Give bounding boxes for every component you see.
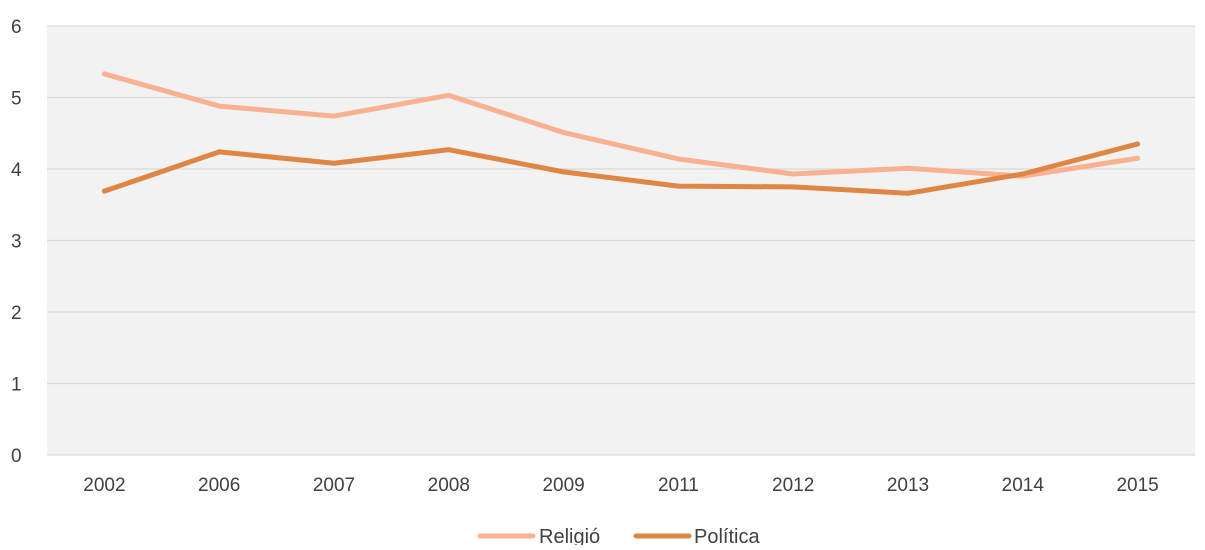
x-tick-label: 2015	[1116, 475, 1158, 496]
data-point	[446, 147, 452, 153]
data-point	[216, 103, 222, 109]
gridlines	[47, 25, 1195, 456]
data-point	[561, 130, 567, 136]
data-point	[101, 188, 107, 194]
series-line-religio	[101, 71, 1141, 179]
y-tick-label: 2	[11, 303, 22, 324]
data-point	[216, 149, 222, 155]
x-tick-label: 2008	[428, 475, 470, 496]
x-tick-label: 2007	[313, 475, 355, 496]
data-point	[675, 156, 681, 162]
y-axis: 0 1 2 3 4 5 6	[11, 17, 22, 467]
x-tick-label: 2006	[198, 475, 240, 496]
x-tick-label: 2002	[83, 475, 125, 496]
y-tick-label: 1	[11, 375, 22, 396]
legend-label: Religió	[539, 526, 600, 545]
series-line-politica	[101, 141, 1141, 196]
data-point	[790, 184, 796, 190]
legend-label: Política	[694, 526, 760, 545]
data-point	[675, 183, 681, 189]
data-point	[446, 92, 452, 98]
x-tick-label: 2009	[542, 475, 584, 496]
y-tick-label: 3	[11, 232, 22, 253]
data-point	[331, 113, 337, 119]
y-tick-label: 6	[11, 17, 22, 38]
x-tick-label: 2014	[1002, 475, 1045, 496]
data-point	[1135, 155, 1141, 161]
data-point	[1020, 171, 1026, 177]
data-point	[905, 190, 911, 196]
y-tick-label: 0	[11, 446, 22, 467]
x-tick-label: 2011	[658, 475, 699, 496]
series-lines	[101, 71, 1141, 196]
y-tick-label: 5	[11, 89, 22, 110]
x-tick-label: 2013	[887, 475, 929, 496]
data-point	[561, 169, 567, 175]
data-point	[101, 71, 107, 77]
data-point	[331, 160, 337, 166]
data-point	[1135, 141, 1141, 147]
y-tick-label: 4	[11, 160, 22, 181]
x-axis: 2002 2006 2007 2008 2009 2011 2012 2013 2014 2015	[83, 475, 1158, 496]
x-tick-label: 2012	[772, 475, 814, 496]
legend: Religió Política	[477, 526, 760, 548]
data-point	[905, 165, 911, 171]
data-point	[790, 171, 796, 177]
